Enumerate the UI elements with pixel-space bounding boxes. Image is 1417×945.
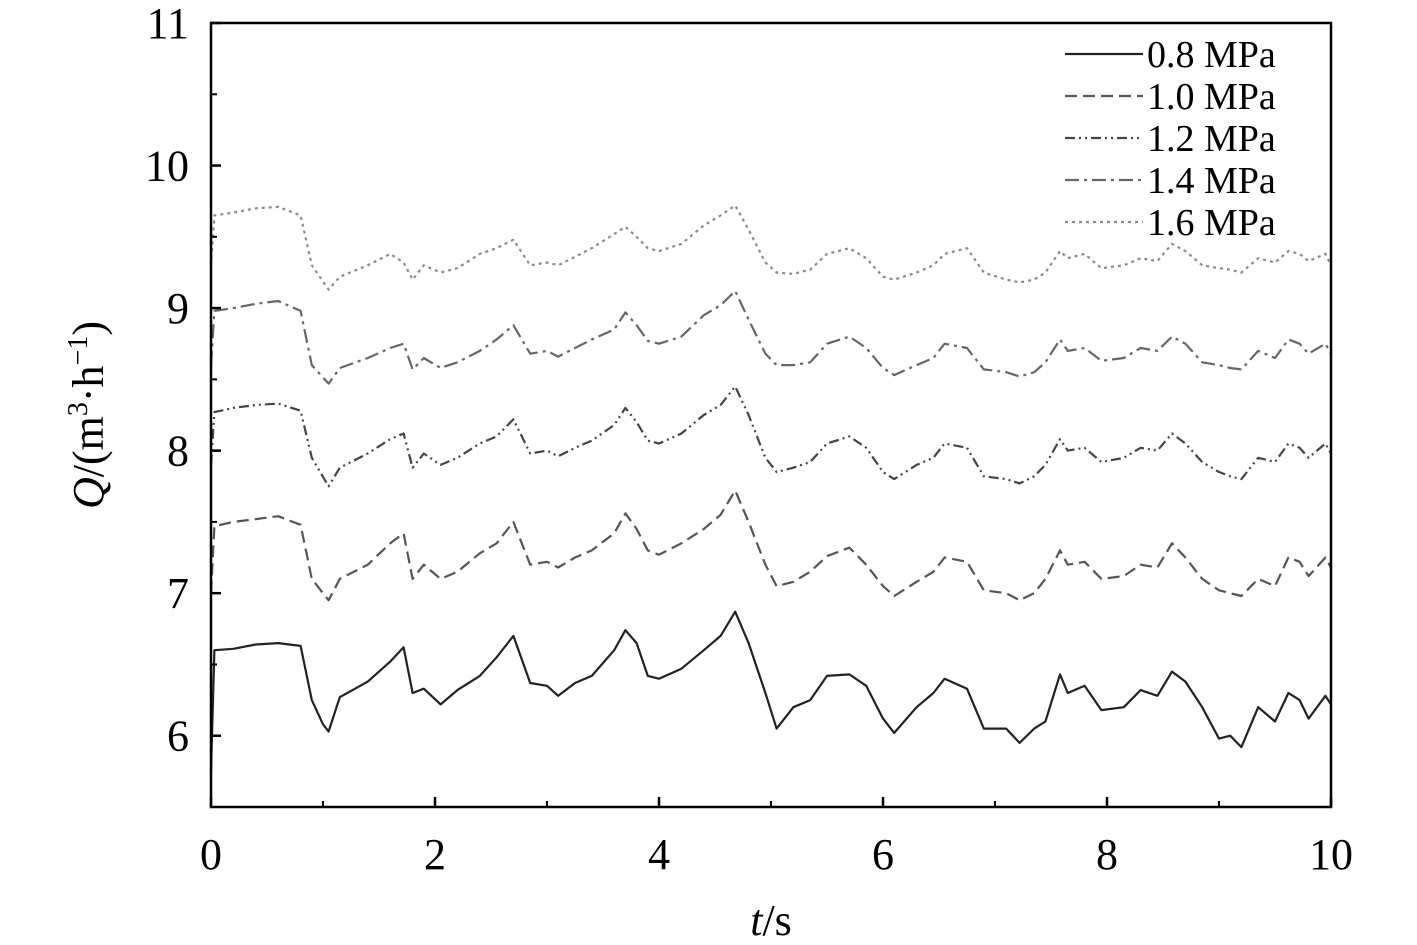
y-axis-title: Q/(m3·h−1) [63,321,113,509]
legend-label: 1.6 MPa [1147,202,1276,244]
y-axis: 6 7 8 9 10 11 [145,0,221,761]
y-tick-label: 11 [147,0,189,48]
y-tick-label: 10 [145,142,189,191]
legend-label: 1.2 MPa [1147,118,1276,160]
series-line-2 [209,385,1332,488]
x-axis: 0 2 4 6 8 10 [200,797,1353,879]
x-tick-label: 0 [200,830,222,879]
x-tick-label: 10 [1309,830,1353,879]
y-tick-label: 8 [167,427,189,476]
y-tick-label: 6 [167,712,189,761]
x-axis-title: t/s [750,896,792,945]
series-line-4 [209,204,1332,291]
series-line-1 [209,489,1332,602]
legend-label: 0.8 MPa [1147,34,1276,76]
series-line-3 [209,289,1332,385]
x-tick-label: 8 [1096,830,1118,879]
x-tick-label: 4 [648,830,670,879]
x-tick-label: 6 [872,830,894,879]
legend-label: 1.4 MPa [1147,160,1276,202]
series-layer [209,204,1332,772]
y-tick-label: 7 [167,569,189,618]
x-tick-label: 2 [424,830,446,879]
legend-label: 1.0 MPa [1147,76,1276,118]
series-line-0 [209,610,1332,772]
y-tick-label: 9 [167,284,189,333]
